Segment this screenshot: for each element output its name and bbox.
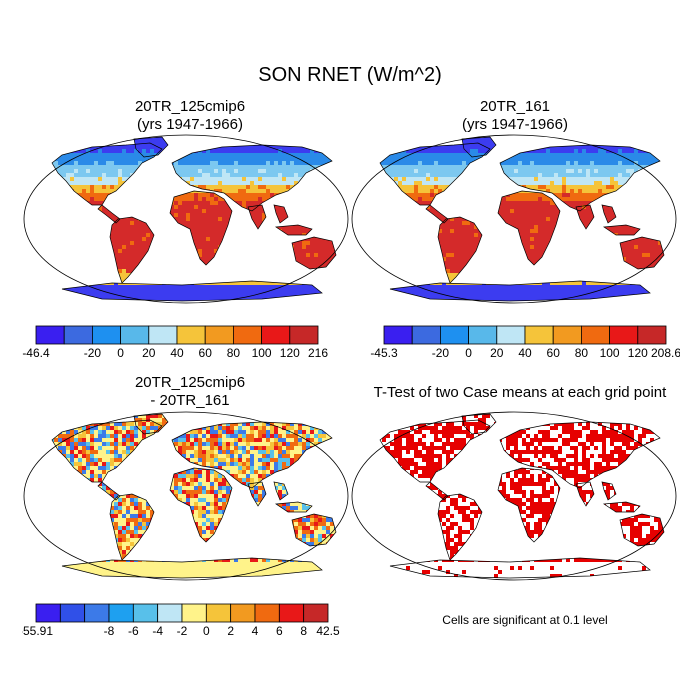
colorbar-1: -46.4 -20 0 20 40 60 80 100 120 216: [22, 325, 328, 360]
panel-title-1-line1: 20TR_125cmip6: [134, 98, 246, 115]
map-panel-1: [23, 134, 349, 304]
colorbar-label: -55.91: [22, 624, 53, 638]
colorbar-label: 20: [142, 346, 156, 360]
colorbar-box: [148, 325, 178, 345]
panel-title-1-line2: (yrs 1947-1966): [137, 116, 243, 133]
colorbar-box: [383, 325, 413, 345]
colorbar-label: 216: [308, 346, 328, 360]
colorbar-label: 0: [203, 624, 210, 638]
colorbar-label: -20: [84, 346, 102, 360]
colorbar-box: [637, 325, 667, 345]
colorbar-label: 6: [276, 624, 283, 638]
colorbar-box: [35, 325, 65, 345]
colorbar-box: [261, 325, 291, 345]
colorbar-box: [524, 325, 554, 345]
panel-title-2: 20TR_161 (yrs 1947-1966): [355, 98, 675, 134]
colorbar-label: 120: [628, 346, 648, 360]
colorbar-label: 8: [300, 624, 307, 638]
colorbar-label: -45.3: [370, 346, 398, 360]
colorbar-box: [440, 325, 470, 345]
panel-title-1: 20TR_125cmip6 (yrs 1947-1966): [30, 98, 350, 134]
colorbar-box: [132, 603, 159, 623]
colorbar-box: [120, 325, 150, 345]
colorbar-label: 80: [575, 346, 589, 360]
colorbar-box: [609, 325, 639, 345]
panel-title-3: 20TR_125cmip6 - 20TR_161: [30, 374, 350, 410]
colorbar-box: [205, 603, 232, 623]
colorbar-box: [230, 603, 256, 623]
colorbar-box: [157, 603, 183, 623]
colorbar-2: -45.3 -20 0 20 40 60 80 100 120 208.6: [370, 325, 680, 360]
colorbar-label: -6: [128, 624, 139, 638]
colorbar-label: 40: [170, 346, 184, 360]
colorbar-label: 100: [252, 346, 272, 360]
significance-note: Cells are significant at 0.1 level: [442, 613, 608, 627]
colorbar-box: [468, 325, 498, 345]
colorbar-box: [552, 325, 582, 345]
colorbar-label: 60: [199, 346, 213, 360]
colorbar-label: 80: [227, 346, 241, 360]
panel-title-4: T-Test of two Case means at each grid po…: [350, 384, 690, 402]
colorbar-label: 0: [117, 346, 124, 360]
colorbar-box: [59, 603, 86, 623]
colorbar-box: [63, 325, 93, 345]
colorbar-box: [303, 603, 329, 623]
colorbar-3: -55.91 -8 -6 -4 -2 0 2 4 6 8 42.5: [22, 603, 340, 638]
figure-title: SON RNET (W/m^2): [258, 64, 442, 86]
colorbar-label: 2: [227, 624, 234, 638]
panel-title-3-line1: 20TR_125cmip6: [134, 374, 246, 391]
colorbar-box: [411, 325, 441, 345]
map-panel-3: [23, 411, 349, 581]
colorbar-label: -20: [432, 346, 450, 360]
colorbar-label: 4: [252, 624, 259, 638]
colorbar-label: 20: [490, 346, 504, 360]
panel-title-2-line2: (yrs 1947-1966): [462, 116, 568, 133]
colorbar-box: [181, 603, 207, 623]
colorbar-box: [496, 325, 526, 345]
map-panel-2: [351, 134, 677, 304]
colorbar-label: 60: [547, 346, 561, 360]
colorbar-label: 120: [280, 346, 300, 360]
colorbar-box: [92, 325, 122, 345]
colorbar-box: [84, 603, 110, 623]
colorbar-box: [289, 325, 319, 345]
colorbar-box: [204, 325, 234, 345]
panel-title-4-line1: T-Test of two Case means at each grid po…: [373, 384, 667, 401]
colorbar-label: -46.4: [22, 346, 50, 360]
panel-title-3-line2: - 20TR_161: [150, 392, 230, 409]
colorbar-label: 208.6: [651, 346, 680, 360]
colorbar-label: -8: [104, 624, 115, 638]
colorbar-box: [108, 603, 134, 623]
colorbar-label: -4: [152, 624, 163, 638]
colorbar-label: 40: [518, 346, 532, 360]
panel-title-2-line1: 20TR_161: [479, 98, 551, 115]
colorbar-box: [232, 325, 262, 345]
colorbar-label: 100: [600, 346, 620, 360]
colorbar-label: -2: [177, 624, 188, 638]
colorbar-label: 0: [465, 346, 472, 360]
colorbar-box: [35, 603, 61, 623]
colorbar-box: [176, 325, 206, 345]
map-panel-4: [351, 411, 677, 581]
colorbar-label: 42.5: [316, 624, 340, 638]
colorbar-box: [254, 603, 280, 623]
colorbar-box: [580, 325, 610, 345]
colorbar-box: [278, 603, 305, 623]
